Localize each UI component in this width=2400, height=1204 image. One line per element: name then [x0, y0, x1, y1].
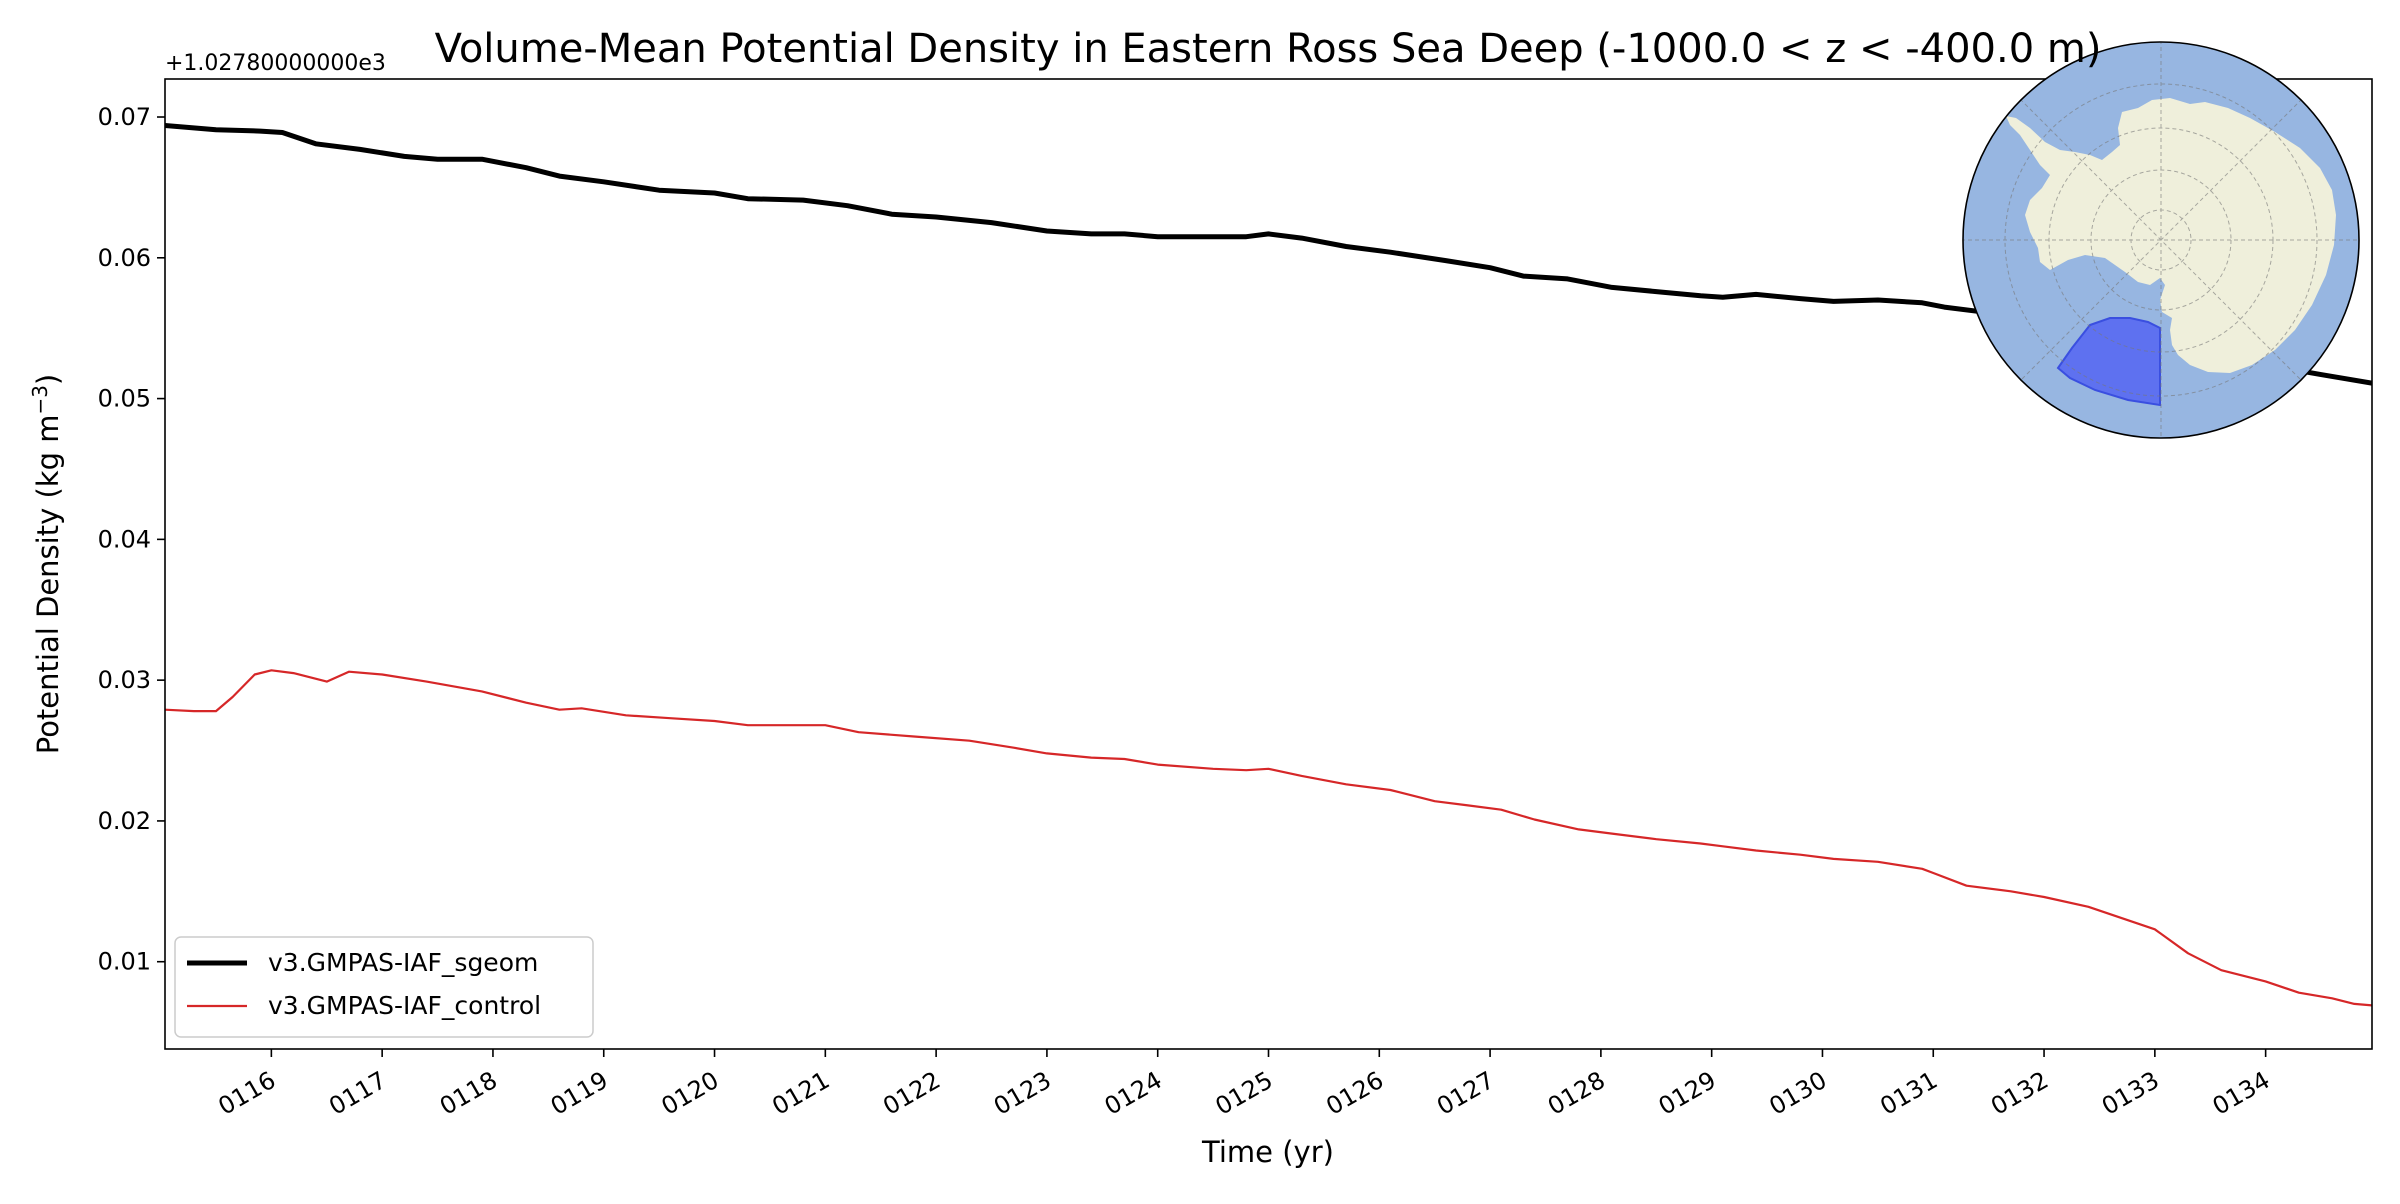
y-tick-label: 0.06 — [98, 244, 151, 272]
legend-label-sgeom: v3.GMPAS-IAF_sgeom — [268, 948, 538, 977]
y-axis: 0.01 0.02 0.03 0.04 0.05 0.06 0.07 — [98, 103, 165, 976]
series-layer — [165, 123, 2372, 1007]
legend-label-control: v3.GMPAS-IAF_control — [268, 991, 541, 1020]
inset-antarctica-landmass — [2006, 98, 2336, 373]
inset-graticule — [1963, 42, 2359, 438]
y-axis-label-close-paren: ) — [31, 374, 65, 385]
inset-eastern-ross-sea-region — [2056, 317, 2161, 407]
x-axis-label: Time (yr) — [1201, 1135, 1334, 1169]
y-axis-label-exponent: −3 — [28, 385, 52, 414]
inset-map-body — [1963, 42, 2359, 438]
graticule-meridian-4 — [2019, 98, 2303, 382]
y-tick-label: 0.03 — [98, 666, 151, 694]
y-tick-label: 0.04 — [98, 525, 151, 553]
y-tick-label: 0.07 — [98, 103, 151, 131]
legend-box — [174, 936, 594, 1038]
y-tick-label: 0.01 — [98, 948, 151, 976]
y-tick-label: 0.05 — [98, 385, 151, 413]
y-axis-label: Potential Density (kg m−3) — [28, 374, 65, 755]
inset-map — [1962, 41, 2360, 439]
y-offset-text: +1.02780000000e3 — [165, 51, 386, 76]
series-line-1 — [165, 123, 2372, 386]
series-line-2 — [165, 669, 2372, 1007]
chart-title: Volume-Mean Potential Density in Eastern… — [435, 26, 2102, 72]
legend: v3.GMPAS-IAF_sgeom v3.GMPAS-IAF_control — [174, 936, 594, 1038]
y-tick-label: 0.02 — [98, 807, 151, 835]
inset-map-border — [1962, 41, 2360, 439]
graticule-ring-4 — [2004, 83, 2318, 397]
